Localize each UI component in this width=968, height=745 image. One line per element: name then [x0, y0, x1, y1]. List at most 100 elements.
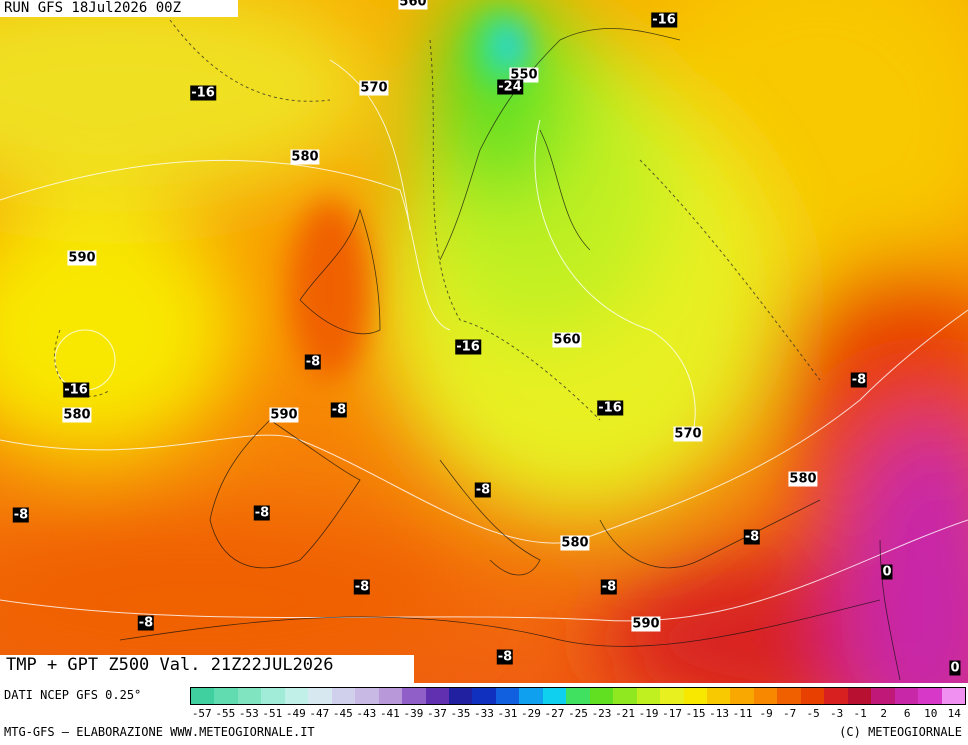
colorbar-swatch: [425, 688, 449, 704]
colorbar-label: -35: [450, 707, 471, 720]
temperature-label: -16: [651, 12, 677, 28]
temperature-label: -8: [600, 579, 618, 595]
colorbar-label: -41: [379, 707, 400, 720]
height-label: 580: [290, 149, 320, 165]
map-field: [0, 0, 968, 683]
height-label: 590: [269, 407, 299, 423]
colorbar-label: 6: [903, 707, 911, 720]
colorbar-swatch: [355, 688, 379, 704]
colorbar-label: -51: [262, 707, 283, 720]
run-info: RUN GFS 18Jul2026 00Z: [0, 0, 238, 17]
height-label: 580: [62, 407, 92, 423]
copyright: (C) METEOGIORNALE: [839, 725, 962, 739]
colorbar-swatch: [660, 688, 684, 704]
colorbar-swatch: [941, 688, 965, 704]
temperature-label: -8: [137, 615, 155, 631]
map: 560 570 550 580 590 580 590 560 570 580 580 590 -16 -…: [0, 0, 968, 683]
height-label: 590: [631, 616, 661, 632]
colorbar-label: -19: [638, 707, 659, 720]
colorbar-swatch: [331, 688, 356, 704]
colorbar-label: -15: [685, 707, 706, 720]
temperature-label: 0: [949, 660, 961, 676]
temperature-label: -8: [12, 507, 30, 523]
colorbar-label: 10: [924, 707, 938, 720]
temperature-label: -16: [63, 382, 89, 398]
colorbar-label: -43: [356, 707, 377, 720]
colorbar-swatch: [636, 688, 661, 704]
colorbar-swatch: [495, 688, 520, 704]
colorbar-label: -53: [238, 707, 259, 720]
colorbar-swatch: [894, 688, 919, 704]
colorbar-label: -57: [191, 707, 212, 720]
colorbar-swatch: [191, 688, 215, 704]
height-label: 590: [67, 250, 97, 266]
colorbar-swatch: [378, 688, 403, 704]
temperature-label: -8: [353, 579, 371, 595]
colorbar-swatch: [589, 688, 614, 704]
colorbar-label: -27: [544, 707, 565, 720]
colorbar-label: -5: [806, 707, 820, 720]
colorbar-swatch: [918, 688, 942, 704]
height-label: 550: [509, 67, 539, 83]
product-title: TMP + GPT Z500 Val. 21Z22JUL2026: [0, 655, 414, 683]
temperature-label: -8: [743, 529, 761, 545]
temperature-label: -8: [253, 505, 271, 521]
colorbar-swatch: [777, 688, 801, 704]
colorbar-label: -13: [709, 707, 730, 720]
colorbar-swatch: [730, 688, 754, 704]
temperature-label: -8: [496, 649, 514, 665]
colorbar-label: -3: [830, 707, 844, 720]
colorbar-label: 2: [880, 707, 887, 720]
height-label: 570: [359, 80, 389, 96]
colorbar-swatch: [472, 688, 496, 704]
colorbar-swatch: [542, 688, 567, 704]
colorbar-label: -9: [759, 707, 773, 720]
colorbar-label: -21: [615, 707, 635, 720]
colorbar-swatch: [683, 688, 707, 704]
colorbar-label: -45: [332, 707, 353, 720]
temperature-label: -8: [330, 402, 348, 418]
temperature-label: -16: [597, 400, 623, 416]
colorbar-swatch: [402, 688, 426, 704]
colorbar-swatch: [613, 688, 637, 704]
colorbar-label: -47: [309, 707, 330, 720]
credit: MTG-GFS — ELABORAZIONE WWW.METEOGIORNALE…: [4, 725, 315, 739]
temperature-label: -8: [474, 482, 492, 498]
colorbar-swatch: [824, 688, 848, 704]
temperature-label: -24: [497, 79, 523, 95]
colorbar-label: -17: [662, 707, 682, 720]
colorbar-swatch: [706, 688, 731, 704]
data-source: DATI NCEP GFS 0.25°: [4, 688, 142, 702]
temperature-label: -8: [304, 354, 322, 370]
temperature-label: -16: [455, 339, 481, 355]
temperature-label: 0: [881, 564, 893, 580]
colorbar-label: 14: [947, 707, 961, 720]
colorbar-labels: -57 -55 -53 -51 -49 -47 -45 -43 -41 -39 -37 -35 -33-…: [190, 707, 966, 721]
colorbar-swatch: [753, 688, 778, 704]
colorbar-label: -25: [568, 707, 588, 720]
colorbar-label: -7: [783, 707, 797, 720]
colorbar-label: -37: [426, 707, 447, 720]
colorbar-swatch: [308, 688, 332, 704]
colorbar-label: -31: [497, 707, 518, 720]
temperature-label: -8: [850, 372, 868, 388]
colorbar-swatch: [800, 688, 825, 704]
colorbar-swatch: [237, 688, 262, 704]
height-label: 580: [788, 471, 818, 487]
height-label: 580: [560, 535, 590, 551]
colorbar-label: -33: [474, 707, 494, 720]
colorbar-swatch: [284, 688, 309, 704]
colorbar-label: -1: [853, 707, 867, 720]
colorbar-label: -23: [591, 707, 612, 720]
colorbar-swatch: [519, 688, 543, 704]
colorbar-swatch: [214, 688, 238, 704]
colorbar-swatch: [261, 688, 285, 704]
colorbar-label: -11: [732, 707, 753, 720]
colorbar-label: -49: [285, 707, 306, 720]
height-label: 570: [673, 426, 703, 442]
colorbar-swatch: [566, 688, 590, 704]
temperature-label: -16: [190, 85, 216, 101]
height-label: 560: [552, 332, 582, 348]
colorbar-label: -39: [403, 707, 424, 720]
